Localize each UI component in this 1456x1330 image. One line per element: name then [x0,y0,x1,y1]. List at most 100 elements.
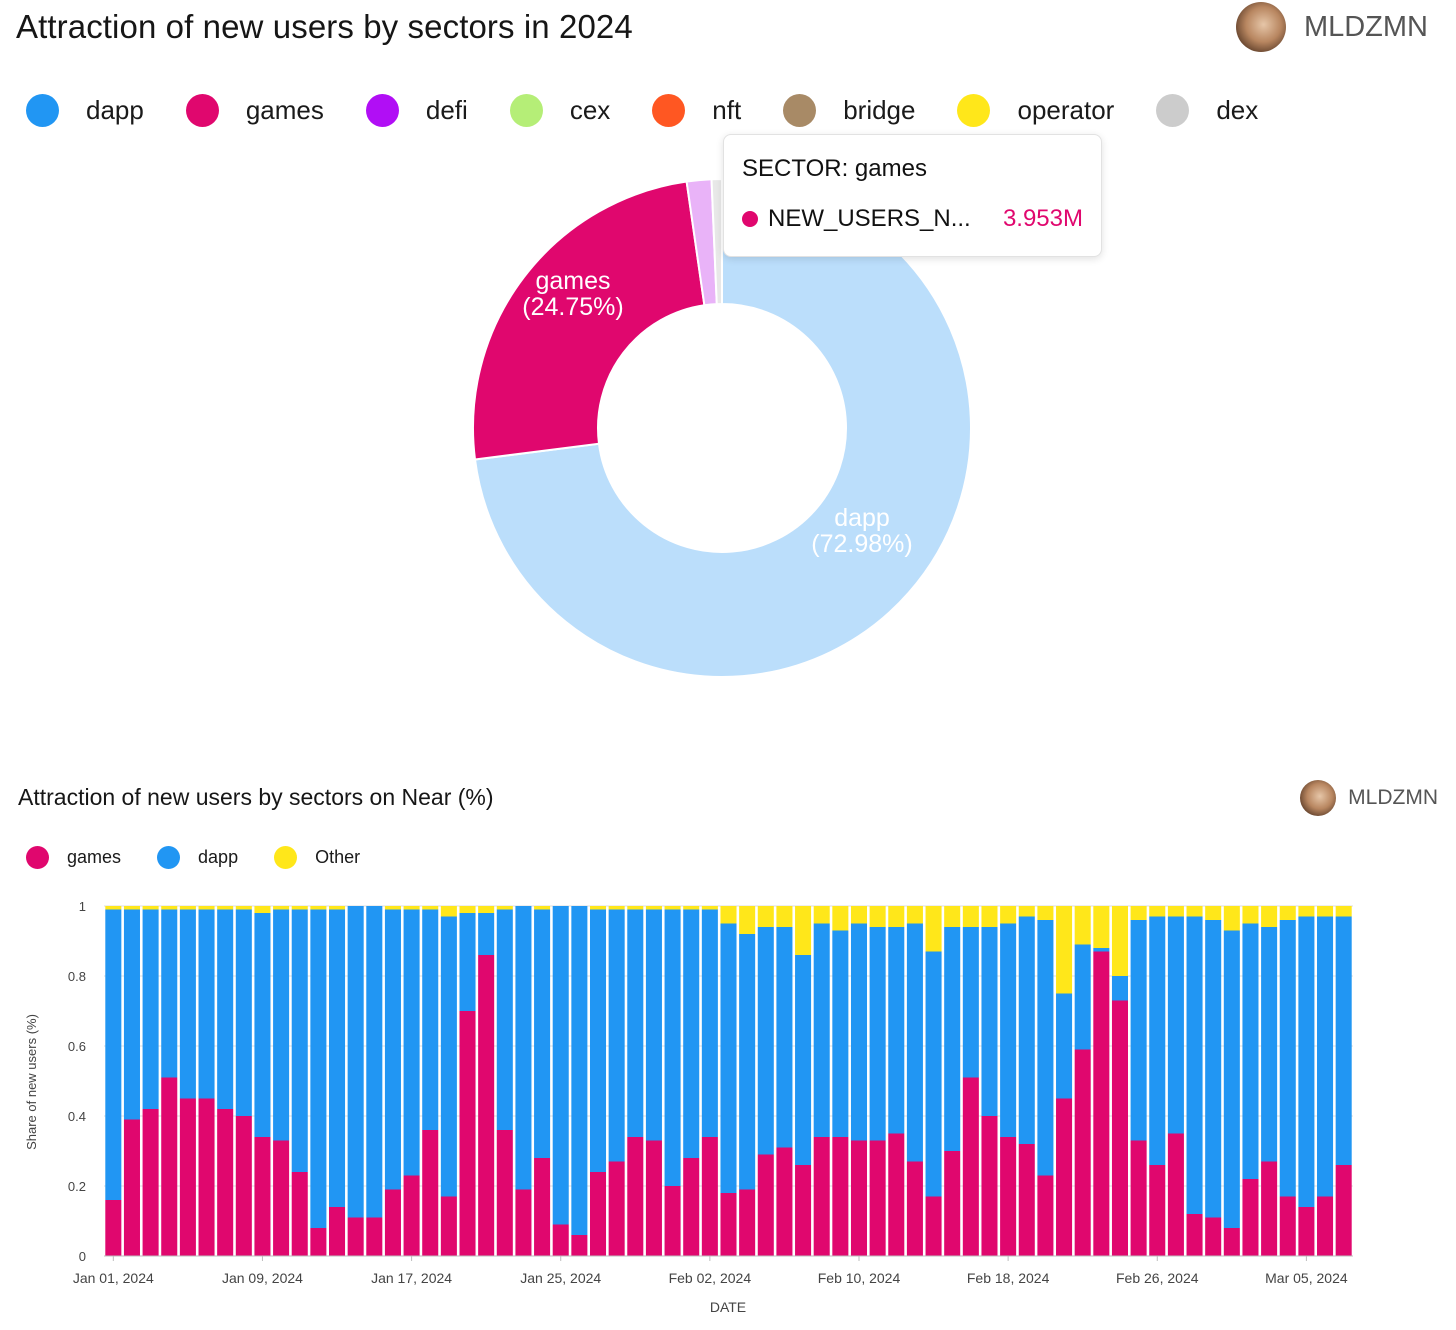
bar-segment-other[interactable] [440,906,457,917]
legend-item-games[interactable]: games [185,94,324,127]
bar-segment-dapp[interactable] [776,927,793,1148]
bar-segment-other[interactable] [1093,906,1110,948]
bar-segment-dapp[interactable] [534,909,551,1159]
bar-segment-other[interactable] [235,906,252,910]
bar-segment-dapp[interactable] [795,955,812,1165]
bar-segment-games[interactable] [869,1140,886,1257]
legend-item-dex[interactable]: dex [1156,94,1258,127]
bar-segment-games[interactable] [534,1158,551,1256]
bar-segment-other[interactable] [161,906,178,910]
bar-segment-other[interactable] [291,906,308,910]
bar-segment-other[interactable] [142,906,159,910]
bar-segment-other[interactable] [198,906,215,910]
bar-segment-games[interactable] [161,1077,178,1257]
bar-segment-games[interactable] [795,1165,812,1256]
bar-segment-other[interactable] [962,906,979,927]
bar-segment-other[interactable] [757,906,774,927]
bar-segment-games[interactable] [832,1137,849,1256]
bar-segment-dapp[interactable] [962,927,979,1078]
bar-segment-games[interactable] [217,1109,234,1256]
bar-segment-other[interactable] [1111,906,1128,976]
bar-segment-dapp[interactable] [701,909,718,1138]
bar-segment-games[interactable] [1018,1144,1035,1256]
bar-segment-games[interactable] [1186,1214,1203,1256]
bar-segment-games[interactable] [1056,1098,1073,1257]
bar-segment-dapp[interactable] [422,909,439,1131]
bar-segment-other[interactable] [1167,906,1184,917]
bar-segment-games[interactable] [105,1200,122,1256]
bar-segment-other[interactable] [627,906,644,910]
bar-segment-dapp[interactable] [459,913,476,1011]
legend-item-cex[interactable]: cex [509,94,610,127]
legend-item-games[interactable]: games [26,846,121,869]
bar-segment-games[interactable] [1111,1000,1128,1257]
bar-segment-other[interactable] [1000,906,1017,924]
bar-segment-games[interactable] [291,1172,308,1256]
bar-segment-dapp[interactable] [608,909,625,1162]
bar-segment-other[interactable] [664,906,681,910]
bar-segment-games[interactable] [515,1189,532,1257]
donut-slice-other[interactable] [710,177,723,306]
bar-segment-dapp[interactable] [217,909,234,1110]
bar-segment-dapp[interactable] [571,906,588,1235]
bar-segment-games[interactable] [683,1158,700,1256]
legend-item-dapp[interactable]: dapp [26,94,144,127]
bar-segment-dapp[interactable] [1111,976,1128,1001]
bar-segment-games[interactable] [813,1137,830,1256]
bar-segment-games[interactable] [235,1116,252,1256]
legend-item-defi[interactable]: defi [365,94,468,127]
bar-segment-dapp[interactable] [1298,916,1315,1208]
bar-segment-other[interactable] [1261,906,1278,927]
bar-segment-dapp[interactable] [496,909,513,1131]
bar-segment-other[interactable] [384,906,401,910]
bar-segment-dapp[interactable] [1335,916,1352,1166]
bar-segment-games[interactable] [944,1151,961,1256]
author-badge-small[interactable]: MLDZMN [1300,780,1438,816]
bar-segment-games[interactable] [1279,1196,1296,1257]
bar-segment-dapp[interactable] [142,909,159,1110]
bar-segment-dapp[interactable] [440,916,457,1197]
bar-segment-games[interactable] [179,1098,196,1257]
bar-segment-dapp[interactable] [1186,916,1203,1215]
bar-segment-other[interactable] [1205,906,1222,920]
bar-segment-dapp[interactable] [1242,923,1259,1180]
bar-segment-dapp[interactable] [1037,920,1054,1176]
bar-segment-games[interactable] [459,1011,476,1256]
bar-segment-games[interactable] [739,1189,756,1257]
donut-slice-games[interactable] [472,180,706,461]
bar-segment-other[interactable] [906,906,923,924]
bar-segment-other[interactable] [217,906,234,910]
bar-segment-other[interactable] [813,906,830,924]
legend-item-operator[interactable]: operator [957,94,1114,127]
bar-segment-other[interactable] [1056,906,1073,994]
bar-segment-dapp[interactable] [645,909,662,1141]
bar-segment-dapp[interactable] [1074,944,1091,1050]
bar-segment-dapp[interactable] [1000,923,1017,1138]
bar-segment-dapp[interactable] [366,906,383,1218]
bar-segment-games[interactable] [198,1098,215,1257]
bar-segment-other[interactable] [1317,906,1334,917]
bar-segment-games[interactable] [1149,1165,1166,1256]
bar-segment-games[interactable] [440,1196,457,1257]
bar-segment-games[interactable] [571,1235,588,1256]
bar-segment-dapp[interactable] [1223,930,1240,1229]
bar-segment-other[interactable] [273,906,290,910]
bar-segment-games[interactable] [142,1109,159,1256]
bar-segment-games[interactable] [1335,1165,1352,1256]
bar-segment-games[interactable] [627,1137,644,1256]
bar-segment-dapp[interactable] [478,913,495,955]
author-badge[interactable]: MLDZMN [1235,2,1428,52]
bar-segment-dapp[interactable] [552,906,569,1225]
bar-segment-dapp[interactable] [850,923,868,1141]
bar-segment-dapp[interactable] [291,909,308,1173]
bar-segment-games[interactable] [720,1193,737,1256]
bar-segment-games[interactable] [757,1154,774,1257]
bar-segment-dapp[interactable] [179,909,196,1099]
bar-segment-other[interactable] [850,906,868,924]
bar-segment-games[interactable] [850,1140,868,1257]
bar-segment-games[interactable] [310,1228,327,1256]
bar-segment-other[interactable] [422,906,439,910]
bar-segment-other[interactable] [776,906,793,927]
bar-segment-games[interactable] [1074,1049,1091,1257]
bar-segment-dapp[interactable] [813,923,830,1138]
